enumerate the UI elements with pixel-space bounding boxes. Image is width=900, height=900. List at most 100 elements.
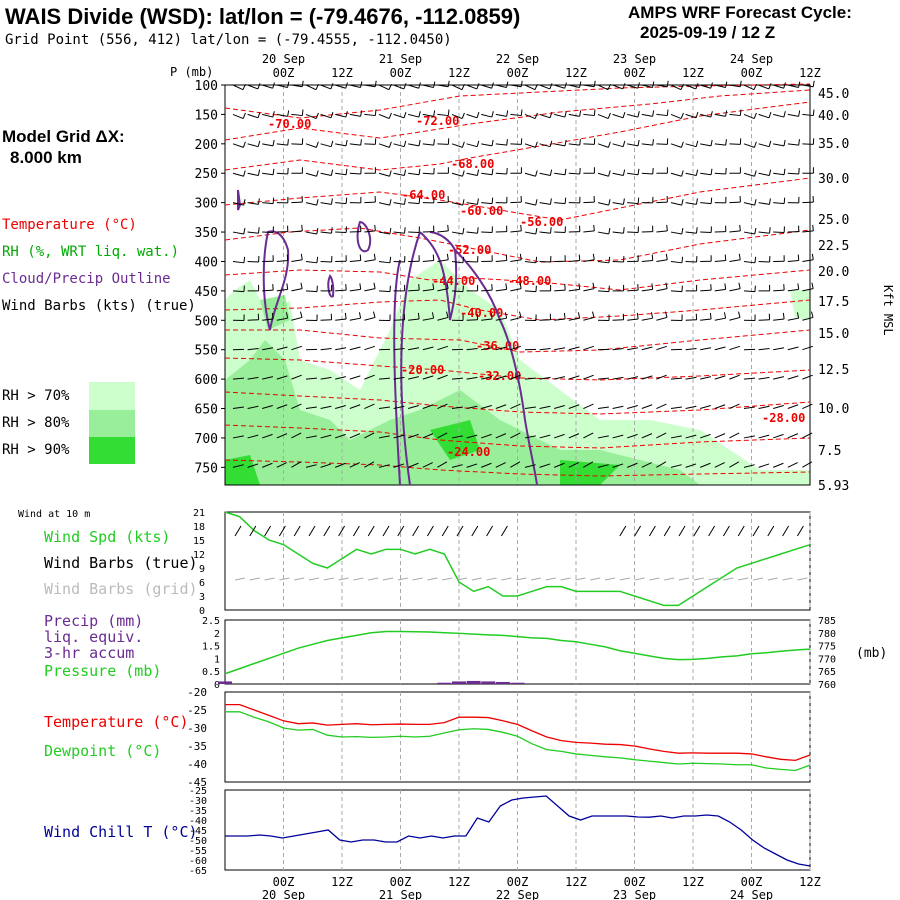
wind-barb	[641, 288, 653, 292]
wind-barb	[597, 84, 609, 91]
wind-barb-grid	[338, 577, 349, 581]
wind-barb-flag	[783, 168, 786, 175]
wind-barb	[305, 172, 317, 177]
wind-barb-flag	[783, 111, 786, 118]
wind-barb-flag	[650, 312, 654, 319]
wind-barb	[247, 376, 259, 380]
wind-barb	[758, 376, 770, 380]
wind-barb-flag	[331, 227, 333, 234]
wind-barb-flag	[768, 111, 772, 118]
wind-barb	[627, 289, 639, 292]
wind-barb	[349, 346, 361, 351]
wind-barb	[670, 260, 682, 264]
wind-barb-flag	[315, 83, 319, 90]
wind-barb-flag	[592, 253, 595, 260]
wind-barb	[597, 260, 609, 264]
wind-barb	[232, 406, 244, 410]
wind-barb-flag	[447, 224, 449, 231]
wind-barb-flag	[271, 312, 274, 320]
windchill-tick: -25	[189, 786, 207, 797]
wind-barb	[305, 231, 317, 235]
precip-tick: 0.5	[202, 667, 220, 678]
pressure-tick: 550	[195, 344, 218, 359]
top-time-tick: 12Z	[331, 66, 353, 80]
pressure-tick: 770	[818, 654, 836, 665]
wind-barb	[393, 172, 405, 177]
wind-barb	[437, 288, 449, 292]
wind-barb	[247, 113, 259, 119]
wind-barb-true	[278, 525, 286, 537]
wind-barb	[787, 404, 799, 409]
wind-barb-flag	[345, 197, 348, 204]
wind-barb	[232, 231, 244, 235]
wind-barb	[495, 462, 506, 468]
wind-barb-flag	[753, 112, 757, 119]
wind-barb	[670, 435, 682, 439]
wind-barb	[466, 405, 478, 410]
wind-barb-flag	[681, 256, 684, 263]
wind-barb-flag	[388, 141, 392, 148]
wind-barb	[758, 113, 770, 119]
wind-barb-flag	[462, 170, 465, 177]
temperature-contour	[224, 89, 811, 141]
wind-barb	[656, 259, 668, 262]
wind-barb-flag	[417, 312, 420, 320]
wind-barb-flag	[695, 198, 698, 205]
bottom-date-label: 20 Sep	[262, 888, 305, 900]
wind-barb	[305, 290, 318, 293]
wind-barb	[364, 84, 376, 88]
wind-barb	[247, 231, 259, 234]
wind-barb-flag	[549, 198, 552, 205]
wind-barb	[291, 316, 303, 321]
wind-barb-flag	[431, 312, 435, 319]
kft-tick: 5.93	[818, 479, 849, 494]
wind-barb	[627, 462, 638, 468]
wind-barb-flag	[739, 80, 742, 87]
wind-barb	[291, 143, 303, 145]
wind-barb-flag	[358, 312, 362, 319]
wind-barb	[349, 433, 361, 439]
wind-barb	[554, 113, 565, 118]
wind-barb-flag	[754, 227, 757, 235]
wind-barb	[627, 143, 639, 147]
wind-barb	[627, 433, 638, 439]
wind-barb	[597, 202, 609, 206]
wind-barb-flag	[374, 109, 377, 116]
wind-barb	[349, 260, 361, 262]
wind-barb-flag	[797, 254, 800, 261]
wind-barb	[773, 202, 785, 205]
rh-region	[790, 290, 810, 320]
wind-barb-flag	[345, 82, 348, 89]
wind-barb	[700, 318, 712, 321]
wind-barb-grid	[382, 577, 394, 581]
wind-barb-true	[678, 525, 686, 537]
wind-barb-flag	[446, 282, 449, 289]
wind-barb	[510, 461, 521, 468]
wind-barb	[262, 172, 274, 176]
kft-tick: 25.0	[818, 213, 849, 228]
wind-barb	[685, 231, 697, 234]
wind-barb	[787, 346, 799, 351]
wind-barb-flag	[563, 312, 566, 320]
wind-barb	[466, 348, 478, 351]
wind-barb-flag	[534, 112, 538, 119]
wind-barb	[656, 403, 667, 409]
wind-barb-flag	[504, 312, 508, 319]
wind-barb-flag	[652, 81, 655, 88]
wind-barb	[568, 375, 580, 380]
wind-barb-flag	[301, 224, 303, 231]
wind-barb	[685, 143, 697, 148]
wind-barb-flag	[564, 111, 567, 118]
temperature-contour-label: -44.00	[432, 274, 475, 288]
wind-barb	[364, 461, 375, 468]
wind-barb	[612, 348, 624, 351]
cloud-outline	[393, 259, 401, 486]
forecast-cycle-label: AMPS WRF Forecast Cycle:	[628, 3, 852, 22]
wind-barb-flag	[812, 109, 815, 116]
wind-barb	[393, 113, 405, 119]
wind-barb	[641, 375, 653, 380]
top-time-tick: 00Z	[273, 66, 295, 80]
wind-barb-true	[693, 525, 701, 537]
wind-barb-flag	[739, 224, 741, 231]
wind-barb-flag	[360, 110, 363, 117]
